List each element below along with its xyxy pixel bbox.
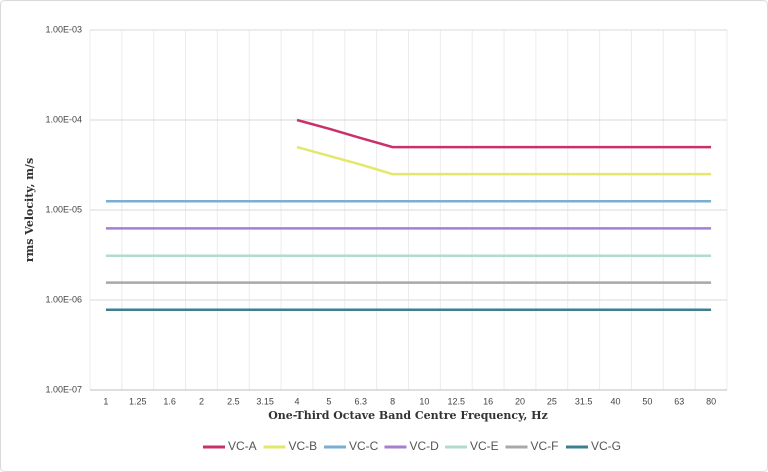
x-tick-label: 31.5: [575, 396, 593, 406]
legend-label: VC-A: [228, 439, 257, 453]
legend-label: VC-F: [531, 439, 559, 453]
series-line: [296, 145, 712, 176]
x-tick-label: 63: [674, 396, 684, 406]
x-tick-label: 12.5: [448, 396, 466, 406]
x-tick-label: 6.3: [354, 396, 367, 406]
x-tick-label: 5: [326, 396, 331, 406]
series-line: [296, 118, 712, 149]
y-tick-label: 1.00E-03: [45, 24, 82, 34]
x-tick-label: 2: [199, 396, 204, 406]
x-tick-label: 25: [547, 396, 557, 406]
x-tick-label: 8: [390, 396, 395, 406]
y-tick-label: 1.00E-05: [45, 204, 82, 214]
x-tick-label: 1: [103, 396, 108, 406]
y-tick-label: 1.00E-04: [45, 114, 82, 124]
legend-label: VC-C: [349, 439, 379, 453]
x-tick-label: 1.25: [129, 396, 147, 406]
legend-label: VC-B: [289, 439, 318, 453]
x-tick-label: 10: [419, 396, 429, 406]
x-axis-title: One-Third Octave Band Centre Frequency, …: [268, 409, 548, 422]
x-tick-label: 40: [611, 396, 621, 406]
x-tick-label: 3.15: [256, 396, 274, 406]
y-axis-title: rms Velocity, m/s: [23, 158, 36, 262]
legend-label: VC-D: [410, 439, 440, 453]
y-tick-label: 1.00E-06: [45, 294, 82, 304]
x-tick-label: 2.5: [227, 396, 240, 406]
x-tick-label: 4: [295, 396, 300, 406]
x-tick-label: 1.6: [163, 396, 176, 406]
x-tick-label: 50: [642, 396, 652, 406]
legend-label: VC-E: [470, 439, 499, 453]
legend-label: VC-G: [591, 439, 621, 453]
y-tick-label: 1.00E-07: [45, 384, 82, 394]
x-tick-label: 20: [515, 396, 525, 406]
x-tick-label: 16: [483, 396, 493, 406]
x-tick-label: 80: [706, 396, 716, 406]
